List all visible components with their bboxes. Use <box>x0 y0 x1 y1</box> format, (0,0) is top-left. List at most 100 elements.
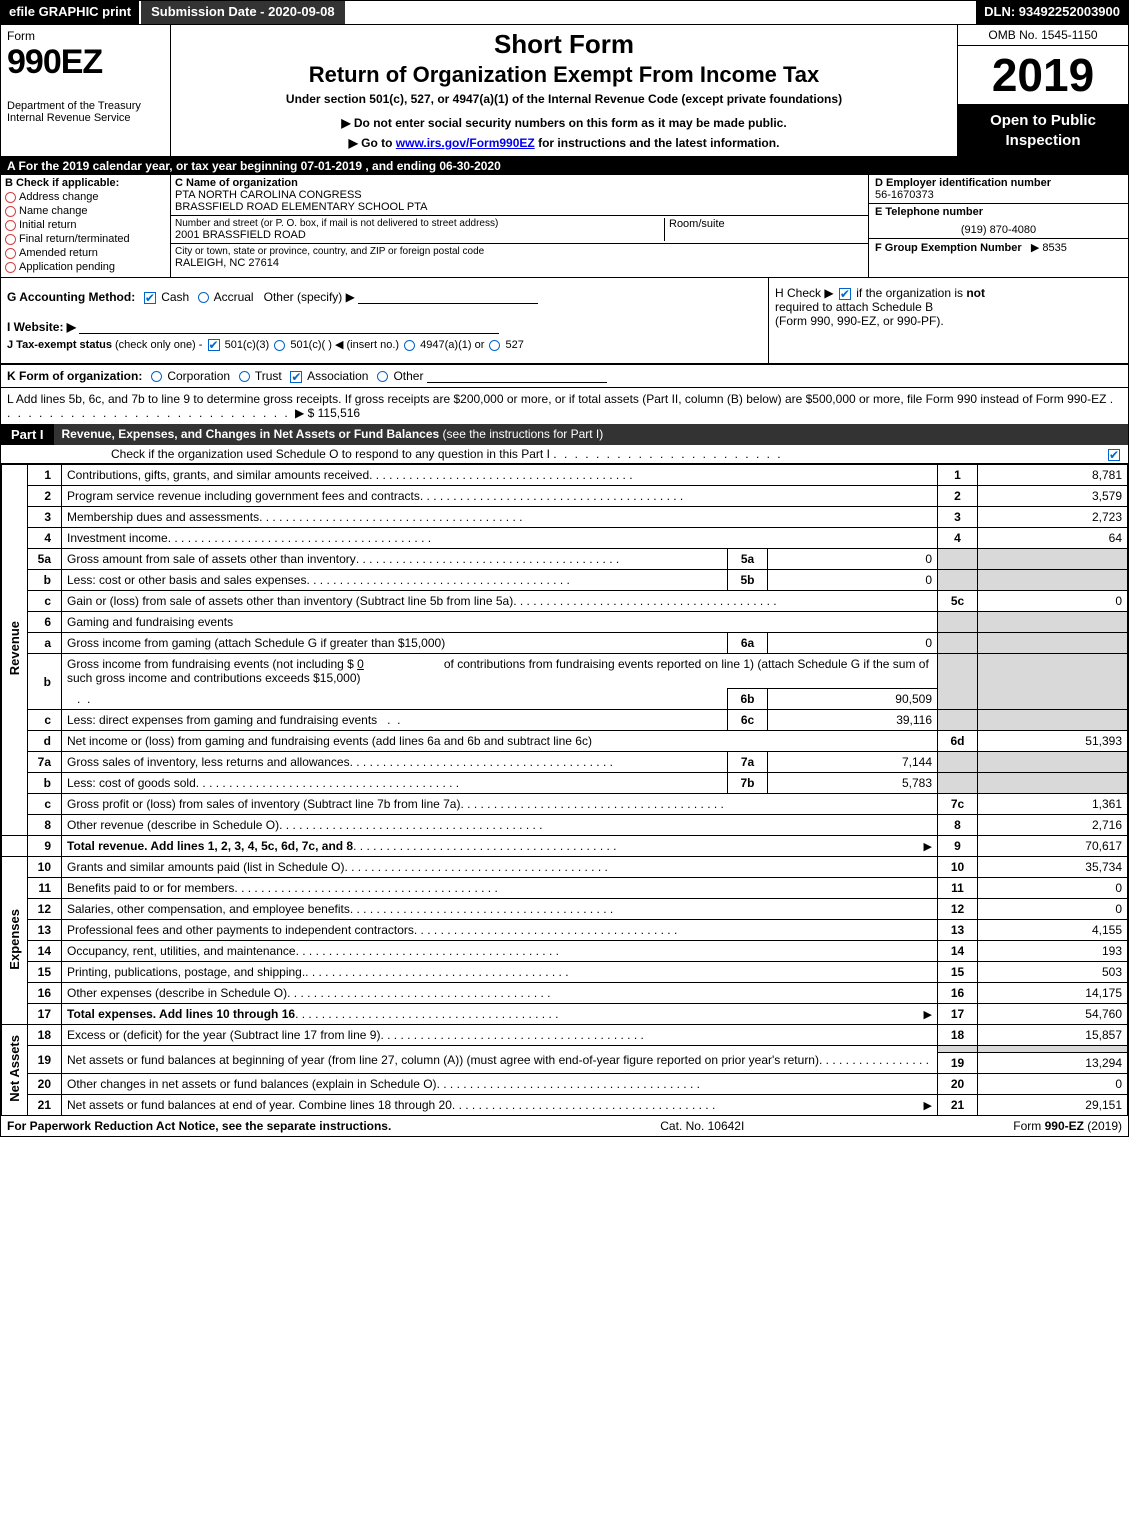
ein-value: 56-1670373 <box>875 189 934 201</box>
row-6: 6 Gaming and fundraising events <box>2 612 1128 633</box>
part-i-title: Revenue, Expenses, and Changes in Net As… <box>54 424 1128 445</box>
chk-address-change[interactable]: Address change <box>5 191 166 203</box>
row-1: Revenue 1 Contributions, gifts, grants, … <box>2 465 1128 486</box>
part-i-subtext: Check if the organization used Schedule … <box>1 445 1128 464</box>
form-header: Form 990EZ Department of the Treasury In… <box>1 25 1128 157</box>
radio-trust[interactable] <box>239 371 250 382</box>
goto-line: ▶ Go to www.irs.gov/Form990EZ for instru… <box>179 136 949 150</box>
row-7b: b Less: cost of goods sold 7b 5,783 <box>2 773 1128 794</box>
checkbox-501c3[interactable] <box>208 339 220 351</box>
open-to-public: Open to Public Inspection <box>958 105 1128 156</box>
street-value: 2001 BRASSFIELD ROAD <box>175 229 664 241</box>
line-i: I Website: ▶ <box>7 320 762 334</box>
efile-print-label[interactable]: efile GRAPHIC print <box>1 1 139 24</box>
row-7c: c Gross profit or (loss) from sales of i… <box>2 794 1128 815</box>
revenue-side-label: Revenue <box>2 465 28 836</box>
line-l: L Add lines 5b, 6c, and 7b to line 9 to … <box>1 387 1128 424</box>
chk-initial-return[interactable]: Initial return <box>5 219 166 231</box>
row-12: 12 Salaries, other compensation, and emp… <box>2 899 1128 920</box>
radio-icon[interactable] <box>5 192 16 203</box>
line-g: G Accounting Method: Cash Accrual Other … <box>7 290 762 304</box>
section-c-label: C Name of organization <box>175 177 864 189</box>
row-10: Expenses 10 Grants and similar amounts p… <box>2 857 1128 878</box>
ein-cell: D Employer identification number 56-1670… <box>869 175 1128 204</box>
row-21: 21 Net assets or fund balances at end of… <box>2 1095 1128 1116</box>
row-11: 11 Benefits paid to or for members 11 0 <box>2 878 1128 899</box>
part-i-table: Revenue 1 Contributions, gifts, grants, … <box>1 464 1128 1116</box>
irs-link[interactable]: www.irs.gov/Form990EZ <box>396 136 535 150</box>
return-title: Return of Organization Exempt From Incom… <box>179 62 949 88</box>
dept-treasury: Department of the Treasury Internal Reve… <box>7 100 164 124</box>
group-exemption-value: ▶ 8535 <box>1031 242 1067 254</box>
checkbox-association[interactable] <box>290 371 302 383</box>
form-990ez-page: efile GRAPHIC print Submission Date - 20… <box>0 0 1129 1137</box>
ein-label: D Employer identification number <box>875 177 1051 189</box>
other-org-input[interactable] <box>427 369 607 383</box>
dept-line2: Internal Revenue Service <box>7 112 131 124</box>
row-2: 2 Program service revenue including gove… <box>2 486 1128 507</box>
form-word: Form <box>7 29 164 43</box>
chk-name-change[interactable]: Name change <box>5 205 166 217</box>
part-i-header: Part I Revenue, Expenses, and Changes in… <box>1 424 1128 445</box>
radio-4947[interactable] <box>404 340 415 351</box>
radio-icon[interactable] <box>5 262 16 273</box>
radio-other-org[interactable] <box>377 371 388 382</box>
radio-icon[interactable] <box>5 206 16 217</box>
cat-no: Cat. No. 10642I <box>391 1119 1013 1133</box>
line-j: J Tax-exempt status (check only one) - 5… <box>7 338 762 351</box>
header-mid: Short Form Return of Organization Exempt… <box>171 25 958 156</box>
tel-cell: E Telephone number (919) 870-4080 <box>869 204 1128 239</box>
radio-corporation[interactable] <box>151 371 162 382</box>
row-6b-text: b Gross income from fundraising events (… <box>2 654 1128 689</box>
checkbox-cash[interactable] <box>144 292 156 304</box>
form-code: 990EZ <box>7 43 164 82</box>
website-input[interactable] <box>79 320 499 334</box>
do-not-enter-text: ▶ Do not enter social security numbers o… <box>179 116 949 130</box>
arrow-icon <box>924 1098 932 1112</box>
row-3: 3 Membership dues and assessments 3 2,72… <box>2 507 1128 528</box>
org-name-2: BRASSFIELD ROAD ELEMENTARY SCHOOL PTA <box>175 201 864 213</box>
chk-application-pending[interactable]: Application pending <box>5 261 166 273</box>
chk-final-return[interactable]: Final return/terminated <box>5 233 166 245</box>
street-label: Number and street (or P. O. box, if mail… <box>175 218 664 229</box>
checkbox-schedule-o-used[interactable] <box>1108 449 1120 461</box>
org-name-row: C Name of organization PTA NORTH CAROLIN… <box>171 175 868 216</box>
net-assets-side-label: Net Assets <box>2 1025 28 1116</box>
row-5c: c Gain or (loss) from sale of assets oth… <box>2 591 1128 612</box>
other-specify-input[interactable] <box>358 290 538 304</box>
city-value: RALEIGH, NC 27614 <box>175 257 864 269</box>
radio-527[interactable] <box>489 340 500 351</box>
radio-icon[interactable] <box>5 234 16 245</box>
arrow-icon <box>924 839 932 853</box>
radio-accrual[interactable] <box>198 292 209 303</box>
row-6a: a Gross income from gaming (attach Sched… <box>2 633 1128 654</box>
header-left: Form 990EZ Department of the Treasury In… <box>1 25 171 156</box>
header-right: OMB No. 1545-1150 2019 Open to Public In… <box>958 25 1128 156</box>
dln-label: DLN: 93492252003900 <box>976 1 1128 24</box>
radio-icon[interactable] <box>5 220 16 231</box>
section-c: C Name of organization PTA NORTH CAROLIN… <box>171 175 868 277</box>
row-20: 20 Other changes in net assets or fund b… <box>2 1074 1128 1095</box>
arrow-icon <box>924 1007 932 1021</box>
part-i-label: Part I <box>1 424 54 445</box>
radio-icon[interactable] <box>5 248 16 259</box>
city-row: City or town, state or province, country… <box>171 244 868 271</box>
row-16: 16 Other expenses (describe in Schedule … <box>2 983 1128 1004</box>
row-13: 13 Professional fees and other payments … <box>2 920 1128 941</box>
tel-label: E Telephone number <box>875 206 983 218</box>
chk-amended-return[interactable]: Amended return <box>5 247 166 259</box>
row-6d: d Net income or (loss) from gaming and f… <box>2 731 1128 752</box>
section-b: B Check if applicable: Address change Na… <box>1 175 171 277</box>
radio-501c[interactable] <box>274 340 285 351</box>
top-bar: efile GRAPHIC print Submission Date - 20… <box>1 1 1128 25</box>
expenses-side-label: Expenses <box>2 857 28 1025</box>
city-label: City or town, state or province, country… <box>175 246 864 257</box>
paperwork-notice: For Paperwork Reduction Act Notice, see … <box>7 1119 391 1133</box>
short-form-title: Short Form <box>179 29 949 60</box>
row-5a: 5a Gross amount from sale of assets othe… <box>2 549 1128 570</box>
goto-pre: ▶ Go to <box>349 136 396 150</box>
checkbox-schedule-b-not-required[interactable] <box>839 288 851 300</box>
g-i-j-left: G Accounting Method: Cash Accrual Other … <box>1 278 768 363</box>
row-19a: 19 Net assets or fund balances at beginn… <box>2 1046 1128 1053</box>
group-exemption-label: F Group Exemption Number <box>875 242 1022 254</box>
